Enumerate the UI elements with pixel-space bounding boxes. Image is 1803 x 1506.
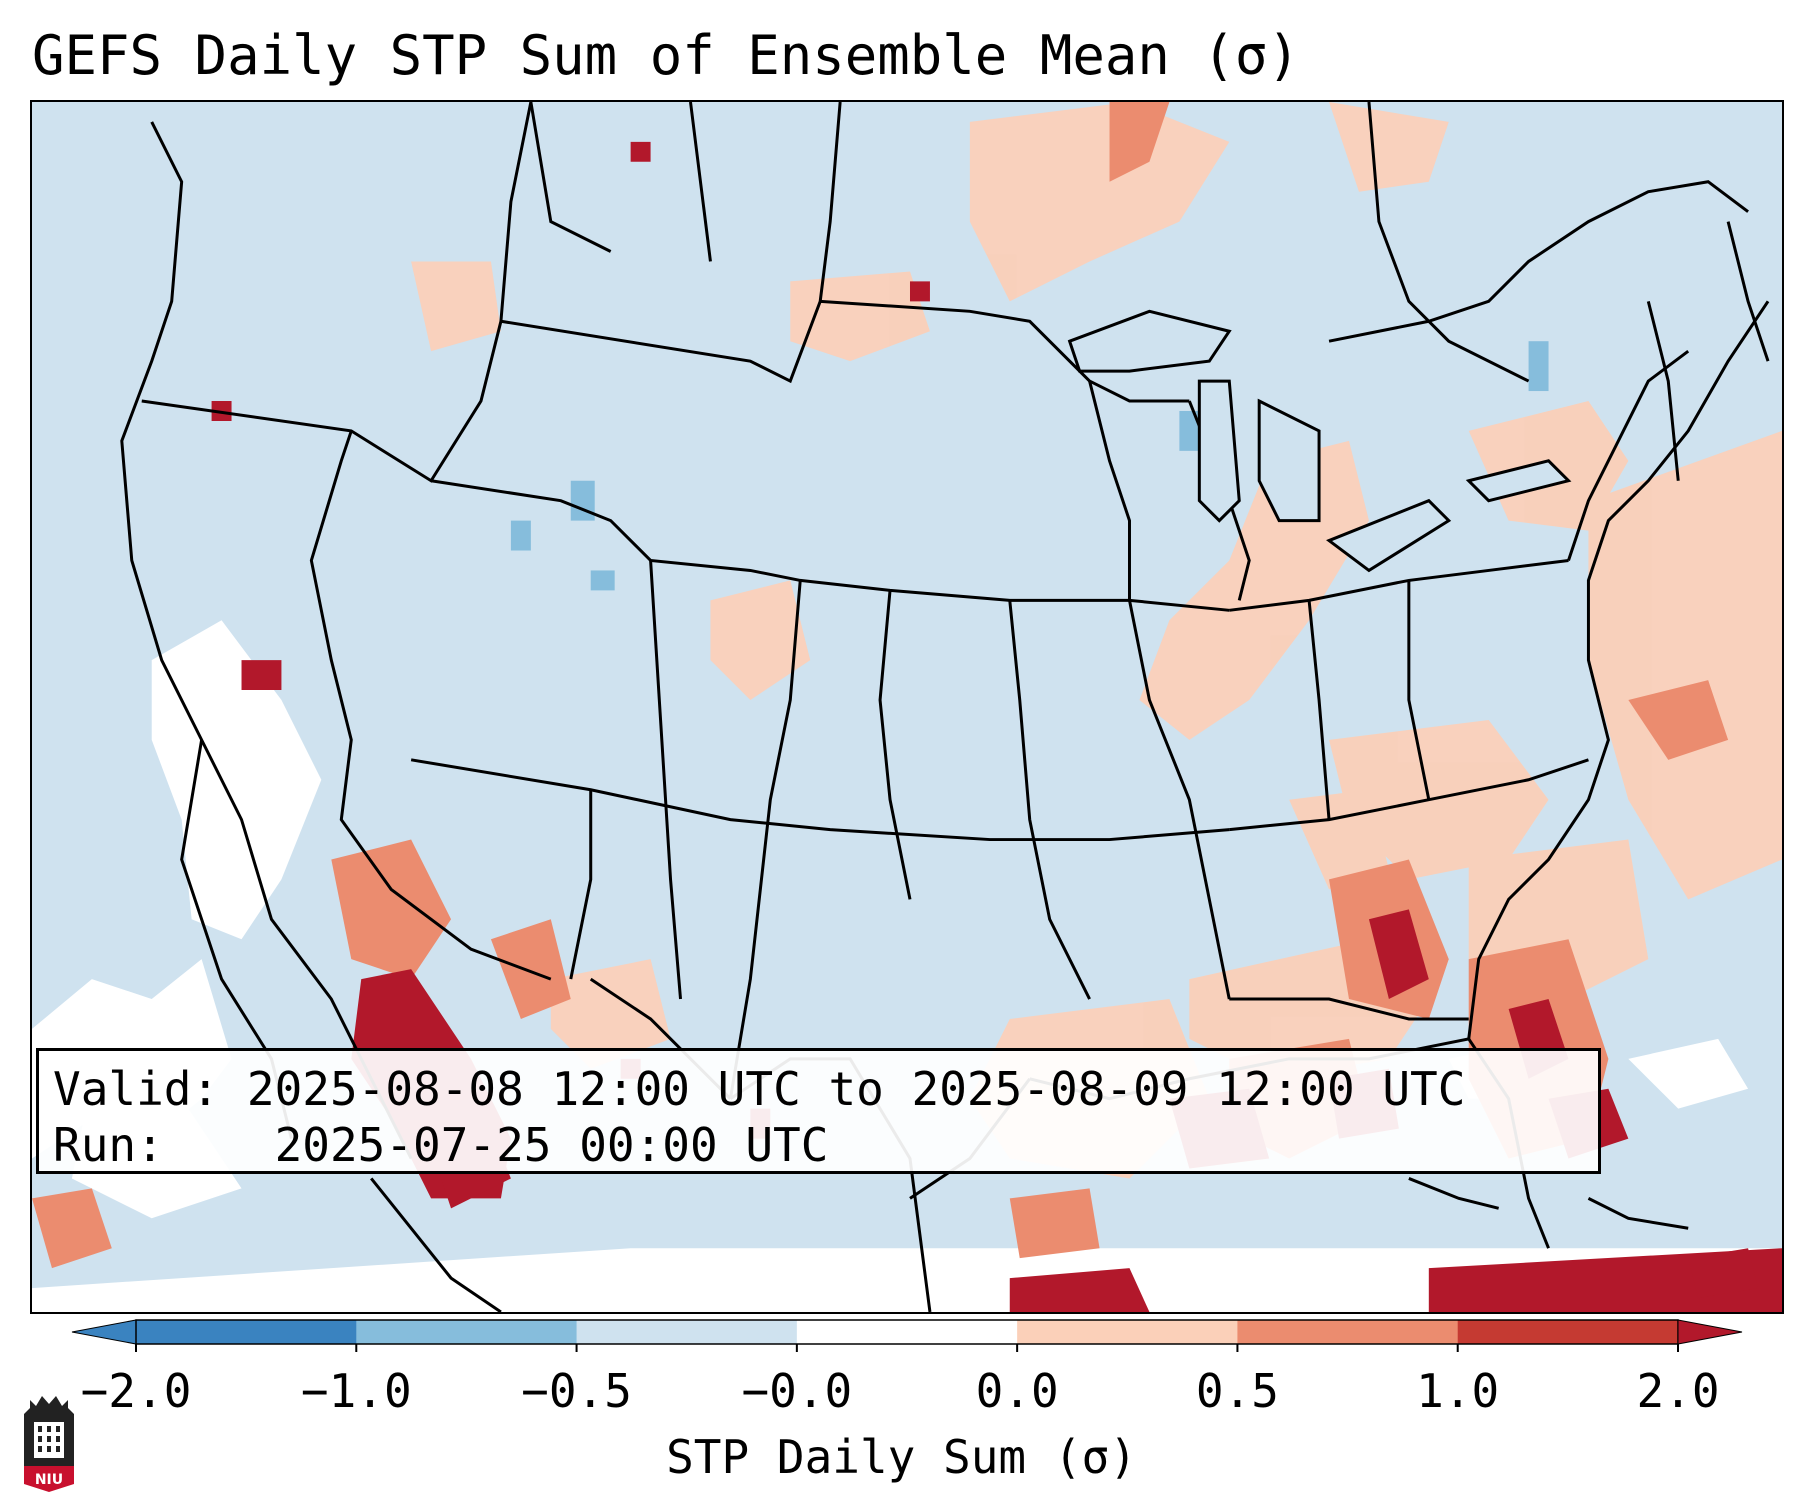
colorbar-tick-label: −2.0 (80, 1364, 192, 1418)
colorbar-segment (356, 1320, 578, 1344)
chart-title: GEFS Daily STP Sum of Ensemble Mean (σ) (32, 24, 1300, 87)
run-line: Run: 2025-07-25 00:00 UTC (53, 1117, 1584, 1173)
niu-logo-text: NIU (35, 1472, 63, 1488)
colorbar-segment (136, 1320, 357, 1344)
colorbar-over-arrow (1677, 1319, 1743, 1345)
colorbar-tick-label: 1.0 (1416, 1364, 1500, 1418)
colorbar-tick-label: −1.0 (300, 1364, 412, 1418)
great-lakes (1067, 309, 1572, 573)
colorbar-tick-label: −0.5 (521, 1364, 632, 1418)
run-value: 2025-07-25 00:00 UTC (274, 1118, 829, 1172)
colorbar-segment (1017, 1320, 1238, 1344)
colorbar (71, 1319, 1743, 1352)
colorbar-segment (576, 1320, 798, 1344)
colorbar-segment (1237, 1320, 1459, 1344)
colorbar-under-arrow (71, 1319, 137, 1345)
colorbar-tick-label: 0.0 (975, 1364, 1059, 1418)
valid-label: Valid: (53, 1062, 220, 1116)
colorbar-tick-label: 2.0 (1636, 1364, 1720, 1418)
colorbar-segment (796, 1320, 1018, 1344)
niu-tower-icon: NIU (24, 1396, 74, 1492)
run-label: Run: (53, 1118, 164, 1172)
colorbar-tick-label: −0.0 (741, 1364, 853, 1418)
colorbar-tick-label: 0.5 (1195, 1364, 1279, 1418)
run-info-box: Valid: 2025-08-08 12:00 UTC to 2025-08-0… (36, 1048, 1601, 1174)
colorbar-label: STP Daily Sum (σ) (666, 1430, 1137, 1484)
valid-value: 2025-08-08 12:00 UTC to 2025-08-09 12:00… (246, 1062, 1466, 1116)
colorbar-segment (1457, 1320, 1679, 1344)
valid-line: Valid: 2025-08-08 12:00 UTC to 2025-08-0… (53, 1061, 1584, 1117)
